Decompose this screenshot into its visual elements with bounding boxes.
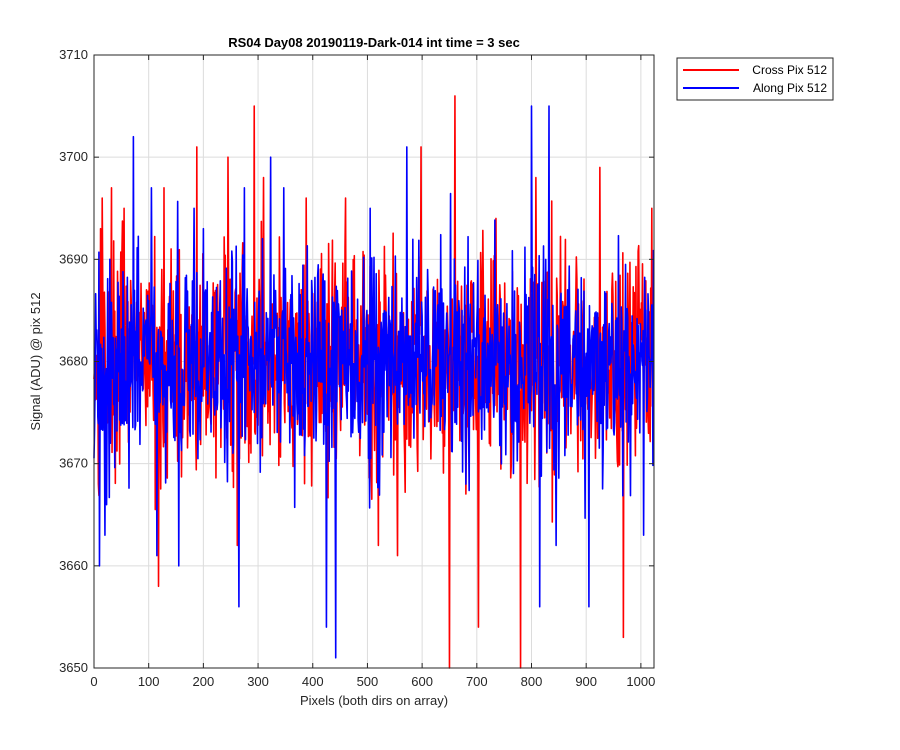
y-tick-label: 3650 <box>59 660 88 675</box>
x-tick-label: 100 <box>138 674 160 689</box>
ticks: 0 100 200 300 400 500 600 700 800 900 1000 3650 3660… <box>59 47 655 689</box>
x-tick-label: 200 <box>193 674 215 689</box>
y-axis-label: Signal (ADU) @ pix 512 <box>28 292 43 430</box>
legend-entry: Cross Pix 512 <box>752 63 827 77</box>
series-line-along-pix-512 <box>93 105 655 659</box>
legend-entry: Along Pix 512 <box>753 81 827 95</box>
series-line-cross-pix-512 <box>93 95 655 669</box>
y-tick-label: 3670 <box>59 456 88 471</box>
y-tick-label: 3660 <box>59 558 88 573</box>
x-tick-label: 700 <box>466 674 488 689</box>
x-tick-label: 300 <box>247 674 269 689</box>
y-tick-label: 3710 <box>59 47 88 62</box>
x-tick-label: 400 <box>302 674 324 689</box>
x-tick-label: 600 <box>411 674 433 689</box>
series-layer <box>93 95 655 669</box>
chart-title: RS04 Day08 20190119-Dark-014 int time = … <box>228 35 520 50</box>
y-tick-label: 3680 <box>59 354 88 369</box>
x-tick-label: 900 <box>575 674 597 689</box>
x-axis-label: Pixels (both dirs on array) <box>300 693 448 708</box>
y-tick-label: 3690 <box>59 251 88 266</box>
x-tick-label: 800 <box>521 674 543 689</box>
x-tick-label: 1000 <box>626 674 655 689</box>
y-tick-label: 3700 <box>59 149 88 164</box>
x-tick-label: 0 <box>90 674 97 689</box>
legend: Cross Pix 512 Along Pix 512 <box>676 57 834 101</box>
legend-box <box>676 57 834 101</box>
x-tick-label: 500 <box>357 674 379 689</box>
